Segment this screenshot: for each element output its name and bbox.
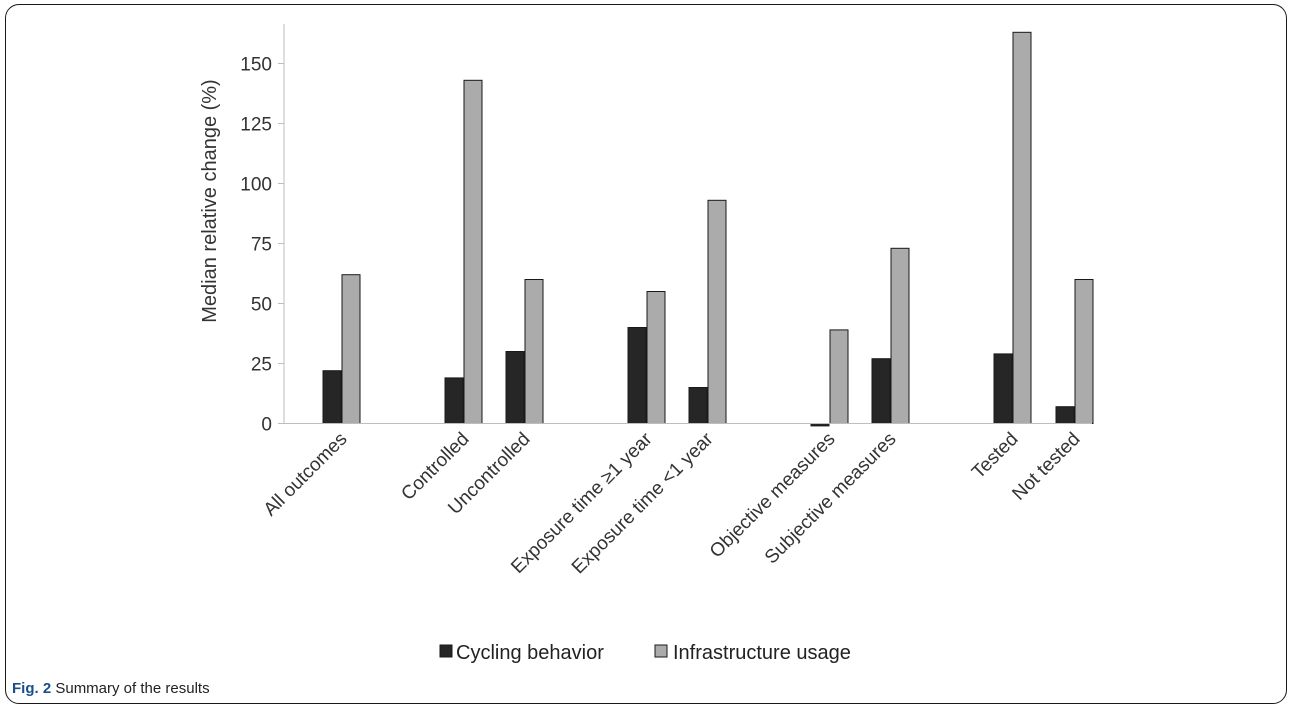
figure-caption-text: Summary of the results xyxy=(55,680,210,697)
figure-caption: Fig. 2 Summary of the results xyxy=(12,680,210,697)
bar-infrastructure-usage xyxy=(1074,279,1094,424)
bar-cycling-behavior xyxy=(322,370,342,425)
figure-label: Fig. 2 xyxy=(12,680,52,697)
y-tick-label: 0 xyxy=(261,415,272,436)
y-tick-label: 50 xyxy=(251,295,272,316)
x-axis: All outcomes ControlledUncontrolledExposu… xyxy=(260,423,1092,578)
bar-infrastructure-usage xyxy=(1012,31,1032,425)
bar-infrastructure-usage xyxy=(646,291,666,424)
y-tick-label: 100 xyxy=(240,175,272,196)
legend: Cycling behavior Infrastructure usage xyxy=(439,642,851,664)
bar-infrastructure-usage xyxy=(707,199,727,424)
y-tick-label: 125 xyxy=(240,115,272,136)
bar-cycling-behavior xyxy=(993,353,1013,424)
bar-cycling-behavior xyxy=(688,387,708,424)
bar-cycling-behavior xyxy=(444,377,464,424)
y-axis: 0 25 50 75 100 125 150 xyxy=(240,24,285,436)
x-category-label: Tested xyxy=(968,429,1022,483)
bar-infrastructure-usage xyxy=(341,274,361,425)
bars xyxy=(322,31,1094,427)
y-tick-label: 150 xyxy=(240,55,272,76)
bar-infrastructure-usage xyxy=(524,279,544,424)
legend-swatch xyxy=(654,644,668,658)
bar-cycling-behavior xyxy=(627,327,647,424)
legend-label: Cycling behavior xyxy=(456,642,604,664)
legend-swatch xyxy=(439,644,453,658)
x-category-label: Not tested xyxy=(1008,429,1084,505)
bar-cycling-behavior xyxy=(505,351,525,424)
bar-infrastructure-usage xyxy=(463,79,483,425)
y-axis-title: Median relative change (%) xyxy=(199,79,221,322)
legend-label: Infrastructure usage xyxy=(673,642,851,664)
bar-infrastructure-usage xyxy=(829,329,849,424)
x-category-label: All outcomes xyxy=(260,429,352,521)
bar-cycling-behavior xyxy=(871,358,891,425)
bar-infrastructure-usage xyxy=(890,247,910,424)
y-tick-label: 25 xyxy=(251,355,272,376)
figure-frame xyxy=(5,4,1287,704)
bar-cycling-behavior xyxy=(1055,406,1075,425)
y-tick-label: 75 xyxy=(251,235,272,256)
